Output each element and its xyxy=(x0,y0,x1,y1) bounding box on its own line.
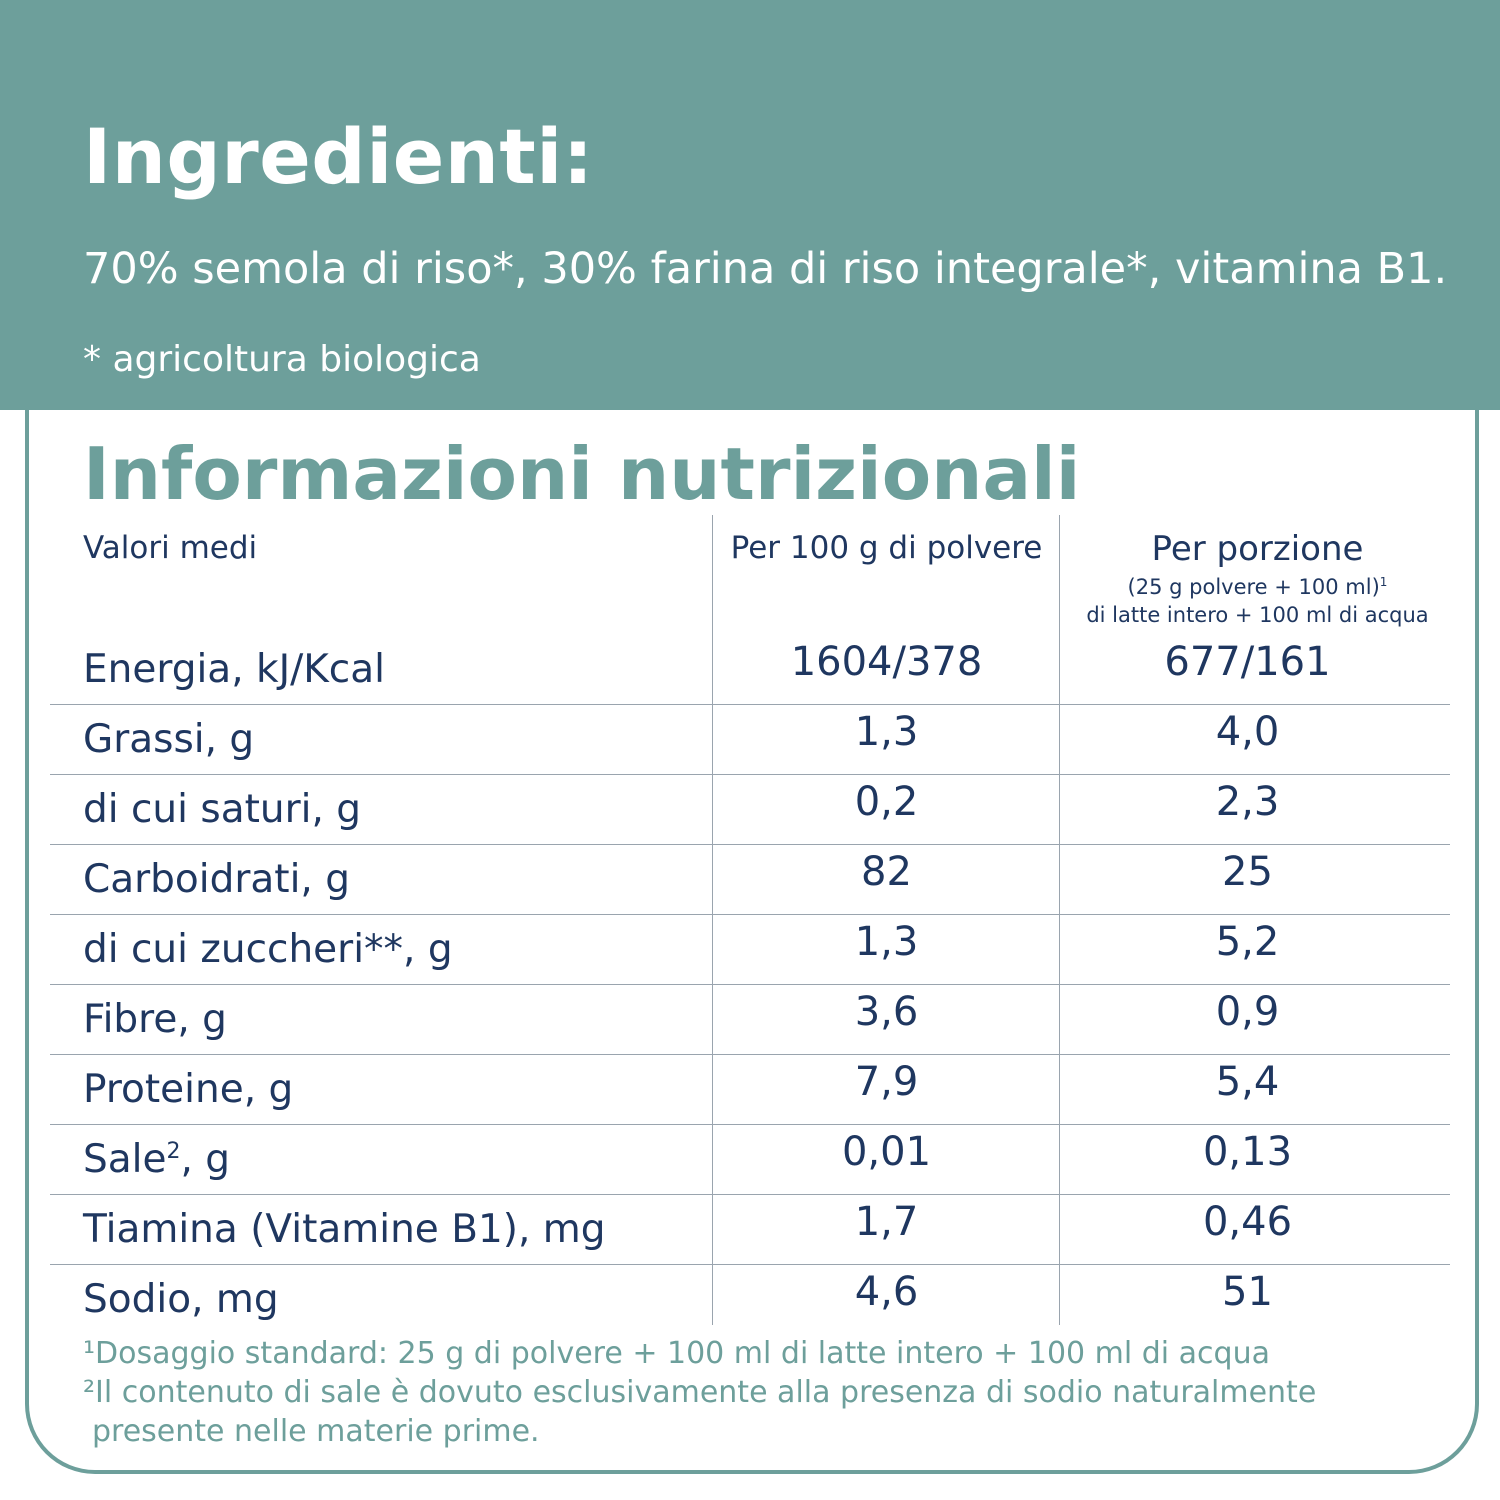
row-label: Energia, kJ/Kcal xyxy=(83,647,385,692)
column-header-per100: Per 100 g di polvere xyxy=(730,530,1043,566)
row-divider xyxy=(50,774,1450,775)
row-divider xyxy=(50,844,1450,845)
footnote-dosage: ¹Dosaggio standard: 25 g di polvere + 10… xyxy=(83,1336,1270,1371)
row-divider xyxy=(50,1194,1450,1195)
row-label: di cui zuccheri**, g xyxy=(83,927,453,972)
column-header-portion-sub1: (25 g polvere + 100 ml)1 xyxy=(1127,575,1388,599)
row-value-portion: 0,13 xyxy=(1202,1129,1293,1175)
column-divider-2 xyxy=(1059,515,1060,1325)
column-header-values: Valori medi xyxy=(83,530,258,566)
table-row: Sale2, g 0,01 0,13 xyxy=(0,1125,1500,1195)
row-label: Tiamina (Vitamine B1), mg xyxy=(83,1207,606,1252)
row-divider xyxy=(50,984,1450,985)
table-row: Proteine, g 7,9 5,4 xyxy=(0,1055,1500,1125)
row-value-per100: 82 xyxy=(861,849,912,895)
row-value-per100: 1,3 xyxy=(854,709,919,755)
row-value-per100: 0,2 xyxy=(854,779,919,825)
table-row: Energia, kJ/Kcal 1604/378 677/161 xyxy=(0,635,1500,705)
ingredients-list: 70% semola di riso*, 30% farina di riso … xyxy=(83,244,1448,294)
row-value-portion: 5,2 xyxy=(1215,919,1280,965)
row-value-per100: 7,9 xyxy=(854,1059,919,1105)
table-row: Grassi, g 1,3 4,0 xyxy=(0,705,1500,775)
row-value-per100: 0,01 xyxy=(841,1129,932,1175)
ingredients-banner: Ingredienti: 70% semola di riso*, 30% fa… xyxy=(0,0,1500,410)
table-row: Sodio, mg 4,6 51 xyxy=(0,1265,1500,1335)
row-label: di cui saturi, g xyxy=(83,787,362,832)
row-value-portion: 4,0 xyxy=(1215,709,1280,755)
row-value-portion: 51 xyxy=(1222,1269,1273,1315)
table-row: di cui zuccheri**, g 1,3 5,2 xyxy=(0,915,1500,985)
column-header-portion-sub2: di latte intero + 100 ml di acqua xyxy=(1086,603,1429,627)
row-value-portion: 5,4 xyxy=(1215,1059,1280,1105)
row-value-per100: 1604/378 xyxy=(790,639,983,685)
row-label: Fibre, g xyxy=(83,997,227,1042)
row-label: Carboidrati, g xyxy=(83,857,350,902)
row-label: Sale2, g xyxy=(83,1137,231,1182)
footnote-salt-line2: presente nelle materie prime. xyxy=(92,1414,540,1449)
row-value-portion: 0,46 xyxy=(1202,1199,1293,1245)
row-divider xyxy=(50,1054,1450,1055)
row-divider xyxy=(50,704,1450,705)
table-row: di cui saturi, g 0,2 2,3 xyxy=(0,775,1500,845)
table-row: Fibre, g 3,6 0,9 xyxy=(0,985,1500,1055)
footnote-salt-line1: ²Il contenuto di sale è dovuto esclusiva… xyxy=(83,1375,1317,1410)
row-value-per100: 1,7 xyxy=(854,1199,919,1245)
row-value-portion: 25 xyxy=(1222,849,1273,895)
organic-note: * agricoltura biologica xyxy=(83,339,481,380)
row-value-per100: 3,6 xyxy=(854,989,919,1035)
row-label: Proteine, g xyxy=(83,1067,294,1112)
column-header-portion: Per porzione (25 g polvere + 100 ml)1 di… xyxy=(1060,530,1455,629)
row-value-portion: 0,9 xyxy=(1215,989,1280,1035)
row-value-per100: 1,3 xyxy=(854,919,919,965)
row-divider xyxy=(50,1124,1450,1125)
column-divider-1 xyxy=(712,515,713,1325)
table-row: Tiamina (Vitamine B1), mg 1,7 0,46 xyxy=(0,1195,1500,1265)
row-label: Grassi, g xyxy=(83,717,255,762)
table-row: Carboidrati, g 82 25 xyxy=(0,845,1500,915)
nutrition-panel xyxy=(25,380,1479,1474)
row-label: Sodio, mg xyxy=(83,1277,279,1322)
row-value-portion: 2,3 xyxy=(1215,779,1280,825)
row-divider xyxy=(50,1264,1450,1265)
row-value-portion: 677/161 xyxy=(1164,639,1331,685)
row-divider xyxy=(50,914,1450,915)
nutrition-title: Informazioni nutrizionali xyxy=(83,432,1081,516)
row-value-per100: 4,6 xyxy=(854,1269,919,1315)
ingredients-title: Ingredienti: xyxy=(83,112,594,201)
column-header-portion-title: Per porzione xyxy=(1151,529,1364,569)
